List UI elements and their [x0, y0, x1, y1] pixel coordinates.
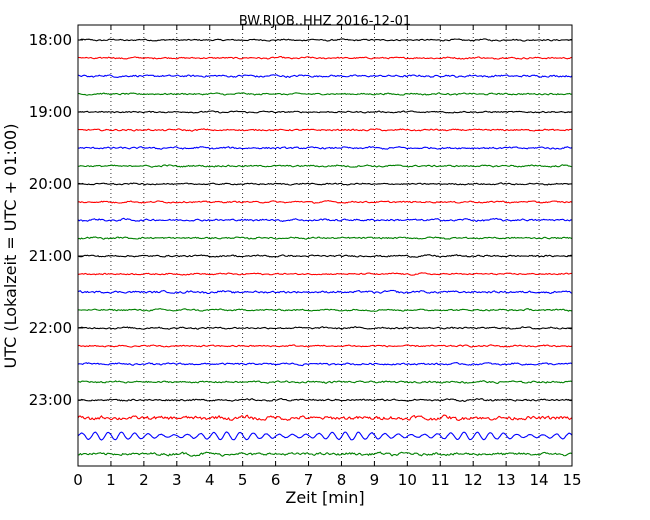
- y-tick-label: 20:00: [29, 175, 72, 193]
- x-tick-label: 2: [139, 471, 149, 489]
- x-tick-label: 6: [271, 471, 281, 489]
- y-tick-label: 19:00: [29, 103, 72, 121]
- x-tick-label: 10: [398, 471, 417, 489]
- trace-2030: [77, 217, 573, 223]
- x-tick-label: 7: [304, 471, 314, 489]
- trace-2230: [77, 362, 573, 367]
- x-tick-label: 13: [497, 471, 516, 489]
- y-tick-label: 23:00: [29, 391, 72, 409]
- x-tick-label: 11: [431, 471, 450, 489]
- y-tick-label: 22:00: [29, 319, 72, 337]
- x-tick-label: 9: [370, 471, 380, 489]
- trace-1830: [77, 74, 573, 78]
- trace-2300: [77, 397, 573, 403]
- chart-title: BW.RJOB..HHZ 2016-12-01: [239, 14, 411, 29]
- y-tick-label: 21:00: [29, 247, 72, 265]
- trace-2145: [77, 308, 573, 312]
- trace-2200: [77, 326, 573, 330]
- trace-2100: [77, 254, 573, 258]
- x-tick-label: 0: [73, 471, 83, 489]
- trace-layer: [77, 38, 573, 457]
- trace-2115: [77, 272, 573, 276]
- x-tick-label: 3: [172, 471, 182, 489]
- y-axis-label: UTC (Lokalzeit = UTC + 01:00): [1, 124, 20, 369]
- trace-2215: [77, 344, 573, 348]
- x-tick-label: 5: [238, 471, 248, 489]
- y-tick-label: 18:00: [29, 31, 72, 49]
- trace-2315: [77, 414, 573, 422]
- plot-frame: [77, 24, 573, 467]
- x-axis-label: Zeit [min]: [285, 488, 364, 507]
- trace-2130: [77, 289, 573, 295]
- trace-1800: [77, 38, 573, 42]
- x-tick-label: 4: [205, 471, 215, 489]
- x-tick-label: 8: [337, 471, 347, 489]
- axis-layer: 0 1 2 3 4 5 6 7 8 9 10 11 12 13 14 1518:0019:0020:0021:…: [29, 25, 582, 489]
- trace-2015: [77, 200, 573, 204]
- trace-2330: [77, 431, 573, 441]
- trace-1915: [77, 128, 573, 132]
- trace-1815: [77, 56, 573, 60]
- trace-2000: [77, 182, 573, 186]
- trace-1945: [77, 164, 573, 168]
- trace-1900: [77, 110, 573, 114]
- trace-2245: [77, 380, 573, 384]
- grid-layer: [110, 25, 540, 466]
- x-tick-label: 15: [562, 471, 581, 489]
- trace-2345: [77, 451, 573, 457]
- x-tick-label: 14: [530, 471, 549, 489]
- trace-2045: [77, 236, 573, 240]
- trace-1930: [77, 145, 573, 150]
- trace-1845: [77, 92, 573, 96]
- x-tick-label: 1: [106, 471, 116, 489]
- x-tick-label: 12: [464, 471, 483, 489]
